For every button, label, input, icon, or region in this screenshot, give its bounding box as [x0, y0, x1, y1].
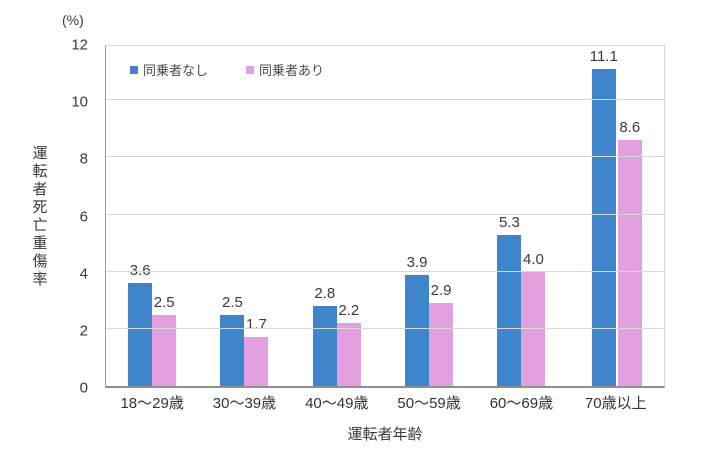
- bar: [244, 337, 269, 386]
- bar-group: 3.6 2.5 18〜29歳: [120, 46, 183, 412]
- gridline: [106, 99, 664, 101]
- x-category-label: 60〜69歳: [489, 395, 554, 412]
- legend: 同乗者なし 同乗者あり: [130, 60, 324, 79]
- x-axis-title: 運転者年齢: [347, 426, 423, 443]
- x-category-label: 30〜39歳: [212, 395, 277, 412]
- bar: [312, 305, 337, 386]
- y-tick-label: 0: [79, 379, 88, 397]
- y-axis-ticks: 0 2 4 6 8 10 12: [52, 38, 96, 396]
- legend-item: 同乗者なし: [130, 60, 208, 79]
- legend-label: 同乗者なし: [143, 63, 209, 78]
- bar-value-label: 4.0: [522, 250, 544, 268]
- bar-group: 2.5 1.7 30〜39歳: [213, 46, 276, 412]
- bar-group: 3.9 2.9 50〜59歳: [397, 46, 460, 412]
- bar: [405, 274, 430, 386]
- bar: [336, 323, 361, 386]
- bar-value-label: 2.5: [153, 293, 175, 311]
- bar: [429, 303, 454, 386]
- bar-value-label: 3.9: [406, 253, 428, 271]
- bar-column: 2.2: [336, 46, 361, 386]
- y-tick-label: 8: [79, 150, 88, 168]
- bar: [152, 314, 177, 386]
- gridline: [106, 156, 664, 158]
- bar-column: 4.0: [521, 46, 546, 386]
- y-tick-label: 2: [79, 322, 88, 340]
- y-tick-label: 4: [79, 265, 88, 283]
- bar-group: 11.1 8.6 70歳以上: [585, 46, 647, 412]
- bar-value-label: 2.2: [338, 302, 360, 320]
- bar-value-label: 5.3: [498, 213, 520, 231]
- bar-value-label: 2.9: [430, 282, 452, 300]
- plot-area: 3.6 2.5 18〜29歳 2.5 1.7 30〜39歳 2.8 2.2 40〜49歳 3.9 2…: [105, 45, 665, 412]
- x-category-label: 18〜29歳: [120, 395, 184, 412]
- bar-column: 2.5: [220, 46, 245, 386]
- bar: [591, 68, 616, 386]
- legend-swatch-icon: [130, 65, 138, 74]
- bar-groups: 3.6 2.5 18〜29歳 2.5 1.7 30〜39歳 2.8 2.2 40〜49歳 3.9 2…: [106, 46, 664, 412]
- x-category-label: 50〜59歳: [397, 395, 461, 412]
- bar-group: 5.3 4.0 60〜69歳: [490, 46, 553, 412]
- bar-value-label: 11.1: [589, 47, 618, 65]
- gridline: [106, 213, 664, 215]
- bar-column: 8.6: [617, 46, 642, 386]
- gridline: [106, 270, 664, 272]
- bar-column: 2.5: [152, 46, 177, 386]
- bar-column: 3.6: [128, 46, 153, 386]
- bar-value-label: 3.6: [129, 262, 151, 280]
- legend-label: 同乗者あり: [259, 63, 325, 78]
- bar: [617, 140, 642, 386]
- legend-swatch-icon: [246, 65, 255, 74]
- bar-value-label: 8.6: [619, 119, 641, 137]
- y-tick-label: 12: [71, 36, 88, 54]
- bar-value-label: 1.7: [246, 316, 267, 334]
- bar-group: 2.8 2.2 40〜49歳: [305, 46, 368, 412]
- legend-item: 同乗者あり: [246, 60, 324, 79]
- bar-column: 1.7: [244, 46, 269, 386]
- bar-value-label: 2.5: [222, 293, 243, 311]
- bar-column: 3.9: [405, 46, 430, 386]
- gridline: [106, 327, 664, 329]
- x-category-label: 70歳以上: [584, 395, 647, 412]
- bar: [497, 234, 522, 386]
- y-axis-unit-label: (%): [62, 12, 84, 28]
- x-category-label: 40〜49歳: [305, 395, 369, 412]
- bar-column: 11.1: [590, 46, 618, 386]
- bar: [128, 283, 153, 386]
- y-axis-title: 運転者死亡重傷率: [30, 144, 48, 289]
- bar: [220, 314, 245, 386]
- y-tick-label: 6: [79, 208, 88, 225]
- bar-column: 5.3: [497, 46, 522, 386]
- y-tick-label: 10: [71, 93, 88, 111]
- bar-column: 2.9: [429, 46, 454, 386]
- bar-column: 2.8: [312, 46, 337, 386]
- bar-value-label: 2.8: [314, 284, 336, 302]
